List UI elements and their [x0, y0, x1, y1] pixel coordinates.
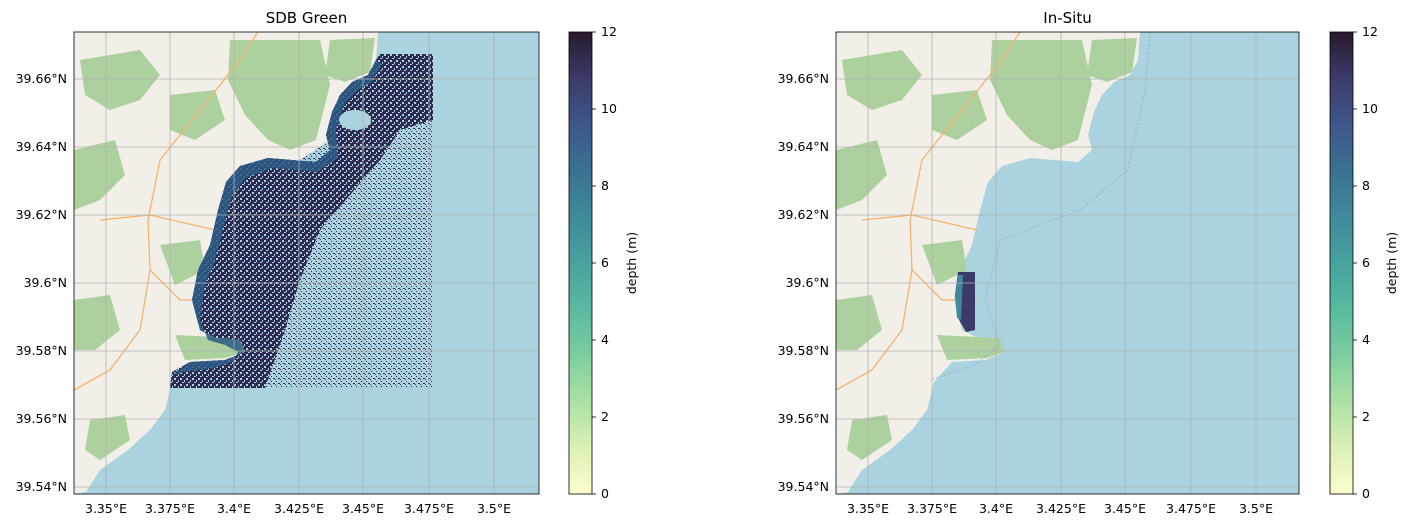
- x-tick-label: 3.4°E: [979, 501, 1013, 516]
- y-tick-label: 39.64°N: [16, 139, 67, 154]
- colorbar-tick-label: 12: [601, 24, 617, 39]
- land-area: [74, 32, 378, 494]
- y-tick-label: 39.64°N: [778, 139, 829, 154]
- colorbar-gradient: [1329, 31, 1354, 495]
- colorbar-insitu: 0 2 4 6 8 10 12 depth (m): [1329, 24, 1399, 501]
- parks: [74, 38, 375, 460]
- colorbar-tick-label: 4: [1362, 332, 1370, 347]
- x-tick-label: 3.35°E: [85, 501, 127, 516]
- x-tick-label: 3.375°E: [907, 501, 957, 516]
- y-tick-label: 39.56°N: [16, 411, 67, 426]
- y-tick-label: 39.54°N: [778, 479, 829, 494]
- y-tick-label: 39.66°N: [778, 71, 829, 86]
- y-tick-label: 39.66°N: [16, 71, 67, 86]
- colorbar-tick-label: 10: [601, 101, 617, 116]
- insitu-raster-edge: [955, 275, 963, 320]
- y-tick-label: 39.6°N: [786, 275, 829, 290]
- colorbar-tick-label: 0: [601, 486, 609, 501]
- grid-insitu: [836, 32, 1299, 494]
- x-tick-label: 3.5°E: [1239, 501, 1273, 516]
- sdb-raster-shallow: [172, 60, 382, 375]
- axes-frame-insitu: [835, 31, 1300, 495]
- x-ticks-insitu: 3.35°E 3.375°E 3.4°E 3.425°E 3.45°E 3.47…: [847, 501, 1273, 516]
- colorbar-label: depth (m): [624, 232, 639, 294]
- y-tick-label: 39.58°N: [778, 343, 829, 358]
- colorbar-tick-label: 0: [1362, 486, 1370, 501]
- bathymetry-contour: [929, 32, 1151, 381]
- colorbar-sdb: 0 2 4 6 8 10 12 depth (m): [568, 24, 639, 501]
- y-ticks-sdb: 39.54°N 39.56°N 39.58°N 39.6°N 39.62°N 3…: [16, 71, 67, 494]
- panel-sdb-green: SDB Green 3.35°E 3.375°E 3.4°E 3.425°E 3…: [16, 9, 639, 516]
- x-tick-label: 3.425°E: [1036, 501, 1086, 516]
- sdb-raster-dense: [170, 54, 433, 388]
- sdb-raster: [170, 54, 433, 388]
- x-tick-label: 3.45°E: [342, 501, 384, 516]
- colorbar-tick-label: 2: [601, 409, 609, 424]
- x-tick-label: 3.45°E: [1104, 501, 1146, 516]
- colorbar-tick-label: 6: [601, 255, 609, 270]
- land-area: [836, 32, 1140, 494]
- colorbar-tick-label: 2: [1362, 409, 1370, 424]
- panel-in-situ: In-Situ 3.35°E 3.375°E 3.4°E 3.425°E 3.4…: [778, 9, 1399, 516]
- colorbar-tick-label: 10: [1362, 101, 1378, 116]
- basemap-insitu: [836, 32, 1299, 494]
- colorbar-tick-label: 8: [1362, 178, 1370, 193]
- y-ticks-insitu: 39.54°N 39.56°N 39.58°N 39.6°N 39.62°N 3…: [778, 71, 829, 494]
- x-tick-label: 3.475°E: [1166, 501, 1216, 516]
- colorbar-tick-label: 4: [601, 332, 609, 347]
- x-tick-label: 3.5°E: [477, 501, 511, 516]
- title-sdb: SDB Green: [266, 9, 348, 27]
- y-tick-label: 39.56°N: [778, 411, 829, 426]
- y-tick-label: 39.6°N: [24, 275, 67, 290]
- parks: [836, 38, 1137, 460]
- x-tick-label: 3.425°E: [274, 501, 324, 516]
- colorbar-tick-label: 12: [1362, 24, 1378, 39]
- colorbar-gradient: [568, 31, 593, 495]
- axes-frame-sdb: [73, 31, 540, 495]
- y-tick-label: 39.62°N: [778, 207, 829, 222]
- y-tick-label: 39.62°N: [16, 207, 67, 222]
- x-ticks-sdb: 3.35°E 3.375°E 3.4°E 3.425°E 3.45°E 3.47…: [85, 501, 511, 516]
- x-tick-label: 3.375°E: [145, 501, 195, 516]
- y-tick-label: 39.54°N: [16, 479, 67, 494]
- colorbar-label: depth (m): [1384, 232, 1399, 294]
- grid-sdb: [74, 32, 539, 494]
- colorbar-tick-label: 8: [601, 178, 609, 193]
- title-insitu: In-Situ: [1043, 9, 1091, 27]
- x-tick-label: 3.475°E: [404, 501, 454, 516]
- basemap-sdb: [74, 32, 539, 494]
- x-tick-label: 3.4°E: [217, 501, 251, 516]
- colorbar-tick-label: 6: [1362, 255, 1370, 270]
- y-tick-label: 39.58°N: [16, 343, 67, 358]
- x-tick-label: 3.35°E: [847, 501, 889, 516]
